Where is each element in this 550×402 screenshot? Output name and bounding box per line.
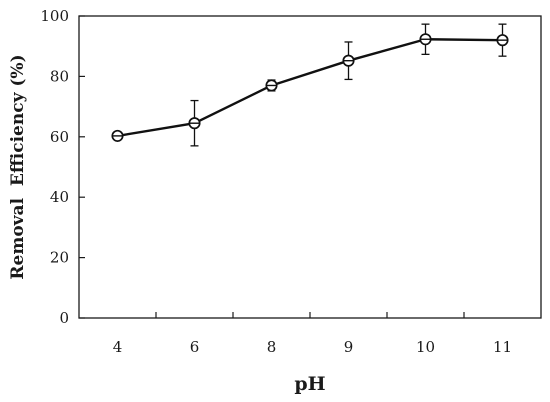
y-axis: 0 20 40 60 80 100 [40,7,85,327]
y-tick-label: 60 [50,128,69,146]
series-line [117,38,503,138]
data-point [496,34,509,47]
data-point [265,79,278,92]
y-tick-label: 100 [40,7,69,25]
data-point [111,129,124,142]
y-tick-label: 40 [50,188,69,206]
x-tick-label: 11 [493,338,512,356]
series-layer [111,23,509,147]
x-axis-title: pH [294,373,325,395]
x-tick-label: 9 [344,338,354,356]
data-point [188,117,201,130]
x-tick-label: 4 [113,338,123,356]
data-point [342,54,355,67]
y-tick-label: 20 [50,249,69,267]
data-point [419,33,432,46]
y-tick-label: 80 [50,67,69,85]
y-tick-label: 0 [59,309,69,327]
y-axis-title: Removal Efficiency (%) [8,54,28,279]
plot-frame [78,15,542,319]
x-tick-label: 8 [267,338,277,356]
x-axis: 4 6 8 9 10 11 [113,312,512,356]
x-tick-label: 10 [416,338,435,356]
x-tick-label: 6 [190,338,200,356]
